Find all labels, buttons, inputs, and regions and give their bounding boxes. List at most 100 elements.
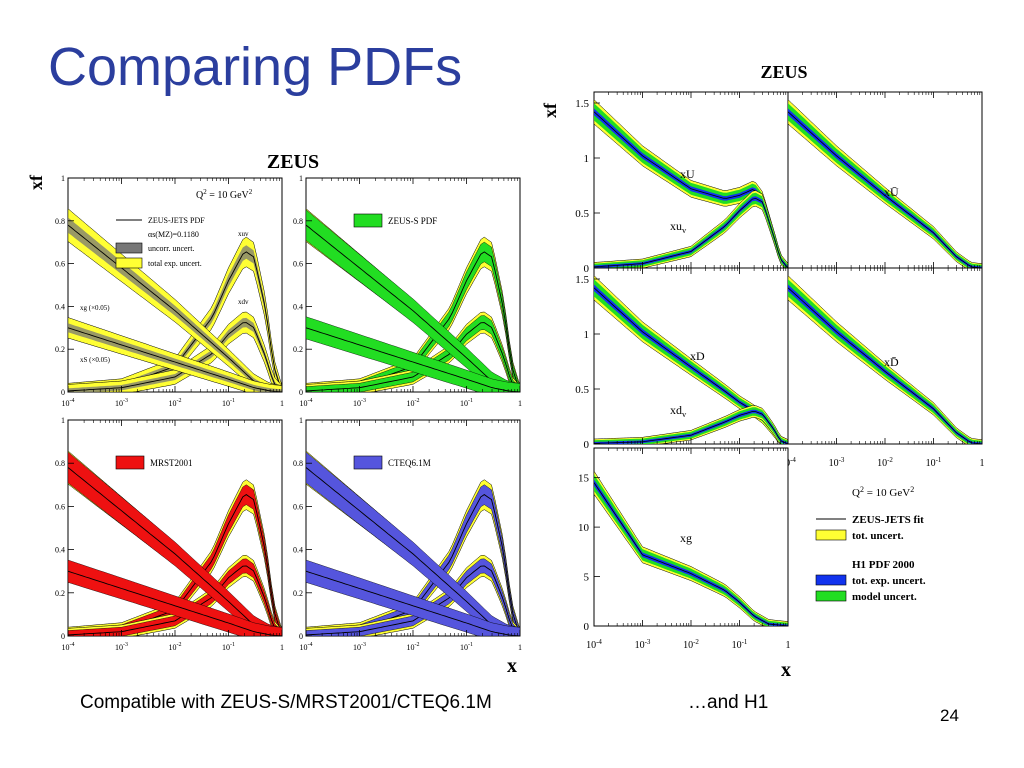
right-panel-0-ytick-label: 1: [584, 153, 590, 165]
left-panel-0-ytick-label: 0.2: [55, 345, 65, 354]
right-label-xUbar: xŪ: [884, 185, 899, 199]
right-label-xg: xg: [680, 531, 692, 545]
left-panel-2-xtick-label: 10-2: [169, 642, 182, 652]
left-panel-1-ticks: [305, 177, 521, 393]
left-panel-1-xtick-label: 10-4: [300, 398, 313, 408]
right-panel-1-series-xŪ: [787, 111, 983, 269]
right-panel-4-ytick-label: 10: [578, 522, 590, 534]
right-legend-fit-label: ZEUS-JETS fit: [852, 514, 924, 526]
left-curve-label-xdv: xdv: [238, 298, 249, 306]
left-panel-3-ytick-label: 0.6: [293, 502, 303, 511]
left-panel-3-ytick-label: 1: [299, 416, 303, 425]
right-legend-model-label: model uncert.: [852, 591, 917, 603]
left-panel-0-ticks: [67, 177, 283, 393]
right-panel-0-ytick-label: 0: [584, 263, 590, 275]
left-panel-2-ytick-label: 1: [61, 416, 65, 425]
left-curve-label-xS: xS (×0.05): [80, 356, 111, 364]
left-panel-3-xtick-label: 10-3: [353, 642, 366, 652]
right-panel-0-exp-band-xU: [594, 108, 788, 268]
left-panel-0-ytick-label: 1: [61, 174, 65, 183]
left-panel-1-xtick-label: 10-3: [353, 398, 366, 408]
right-panel-0-model-band-xU: [594, 103, 788, 268]
right-panel-4-xtick-label: 1: [786, 640, 791, 651]
left-panel-3-legend-label: CTEQ6.1M: [388, 458, 431, 468]
left-panel-1-ytick-label: 0: [299, 388, 303, 397]
right-panel-0-series-xuv: [593, 197, 789, 269]
left-panel-2-series-xg: [67, 467, 283, 637]
left-panel-2-series-xdv: [67, 565, 283, 637]
left-panel-1-ytick-label: 0.2: [293, 345, 303, 354]
left-panel-2-ticks: [67, 419, 283, 637]
right-experiment-label: ZEUS: [760, 62, 807, 82]
left-experiment-label: ZEUS: [267, 151, 319, 173]
left-panel-1-series-xg: [305, 224, 521, 393]
left-panel-3-series-xdv: [305, 565, 521, 637]
left-legend-uncorr-swatch: [115, 242, 143, 254]
left-panel-0-xtick-label: 1: [280, 399, 284, 408]
right-legend-exp-swatch: [815, 574, 847, 586]
left-scale-label: Q2 = 10 GeV2: [196, 188, 253, 201]
slide-title: Comparing PDFs: [48, 37, 463, 97]
left-legend-total-swatch: [115, 257, 143, 269]
right-panel-2-ytick-label: 0: [584, 439, 590, 451]
left-panel-3-ytick-label: 0.2: [293, 589, 303, 598]
left-panel-0-ytick-label: 0.4: [55, 302, 65, 311]
right-panel-2-ytick-label: 1.5: [575, 274, 589, 286]
left-panel-2-xtick-label: 1: [280, 643, 284, 652]
right-panel-3-xtick-label: 10-3: [829, 456, 845, 469]
right-panel-4-xtick-label: 10-3: [635, 638, 651, 651]
right-ylabel: xf: [540, 102, 560, 118]
right-panel-3-series-xD̄: [787, 287, 983, 445]
left-panel-3-series-xg: [305, 467, 521, 637]
right-panel-2-ytick-label: 0.5: [575, 384, 589, 396]
footer-caption-right: …and H1: [688, 692, 769, 713]
right-panel-4-xtick-label: 10-1: [732, 638, 748, 651]
right-xlabel: x: [781, 659, 791, 681]
left-panel-2-ytick-label: 0: [61, 632, 65, 641]
left-panel-1-series-xS: [305, 327, 521, 393]
right-panel-2-ytick-label: 1: [584, 329, 590, 341]
right-panel-4-ticks: [593, 448, 789, 627]
left-legend-alpha-label: αs(MZ)=0.1180: [148, 230, 199, 239]
right-label-xDbar: xD̄: [884, 355, 899, 369]
left-ylabel: xf: [26, 174, 46, 190]
left-panel-1-ytick-label: 0.8: [293, 217, 303, 226]
left-panel-2-legend-swatch: [115, 455, 145, 470]
left-panel-2-legend-label: MRST2001: [150, 458, 193, 468]
left-panel-2-xtick-label: 10-1: [222, 642, 235, 652]
left-panel-3-ticks: [305, 419, 521, 637]
left-legend-uncorr-label: uncorr. uncert.: [148, 244, 194, 253]
left-legend-fit-label: ZEUS-JETS PDF: [148, 216, 205, 225]
left-panel-2-ytick-label: 0.4: [55, 546, 65, 555]
right-scale-label: Q2 = 10 GeV2: [852, 485, 914, 499]
left-panel-1-legend-label: ZEUS-S PDF: [388, 216, 437, 226]
right-panel-4-ytick-label: 0: [584, 621, 590, 633]
right-panel-4-ytick-label: 5: [584, 572, 590, 584]
left-panel-3-ytick-label: 0.8: [293, 459, 303, 468]
left-panel-3-ytick-label: 0: [299, 632, 303, 641]
left-panel-1-ytick-label: 1: [299, 174, 303, 183]
left-panel-1-xtick-label: 1: [518, 399, 522, 408]
footer-caption-left: Compatible with ZEUS-S/MRST2001/CTEQ6.1M: [80, 692, 492, 713]
left-panel-0-xtick-label: 10-4: [62, 398, 75, 408]
left-panel-3-xtick-label: 10-2: [407, 642, 420, 652]
slide-number: 24: [940, 706, 959, 725]
left-panel-3-xtick-label: 10-4: [300, 642, 313, 652]
right-label-xdv: xdv: [670, 403, 687, 419]
left-panel-2-ytick-label: 0.8: [55, 459, 65, 468]
left-panel-0-series-xS: [67, 327, 283, 393]
left-panel-0-ytick-label: 0: [61, 388, 65, 397]
right-panel-0-ticks: [593, 92, 789, 269]
left-legend-total-label: total exp. uncert.: [148, 259, 202, 268]
right-panel-4-series-xg: [593, 482, 789, 627]
left-xlabel: x: [507, 655, 517, 677]
right-legend-model-swatch: [815, 590, 847, 602]
left-panel-0-uncorr-band-xuv: [68, 245, 282, 392]
right-panel-3-xtick-label: 10-1: [926, 456, 942, 469]
left-panel-1-ytick-label: 0.6: [293, 260, 303, 269]
left-curve-label-xg: xg (×0.05): [80, 304, 110, 312]
left-panel-1-xtick-label: 10-1: [460, 398, 473, 408]
left-panel-0-xtick-label: 10-3: [115, 398, 128, 408]
right-legend-tot-swatch: [815, 529, 847, 541]
right-panel-0-frame: [593, 91, 789, 269]
